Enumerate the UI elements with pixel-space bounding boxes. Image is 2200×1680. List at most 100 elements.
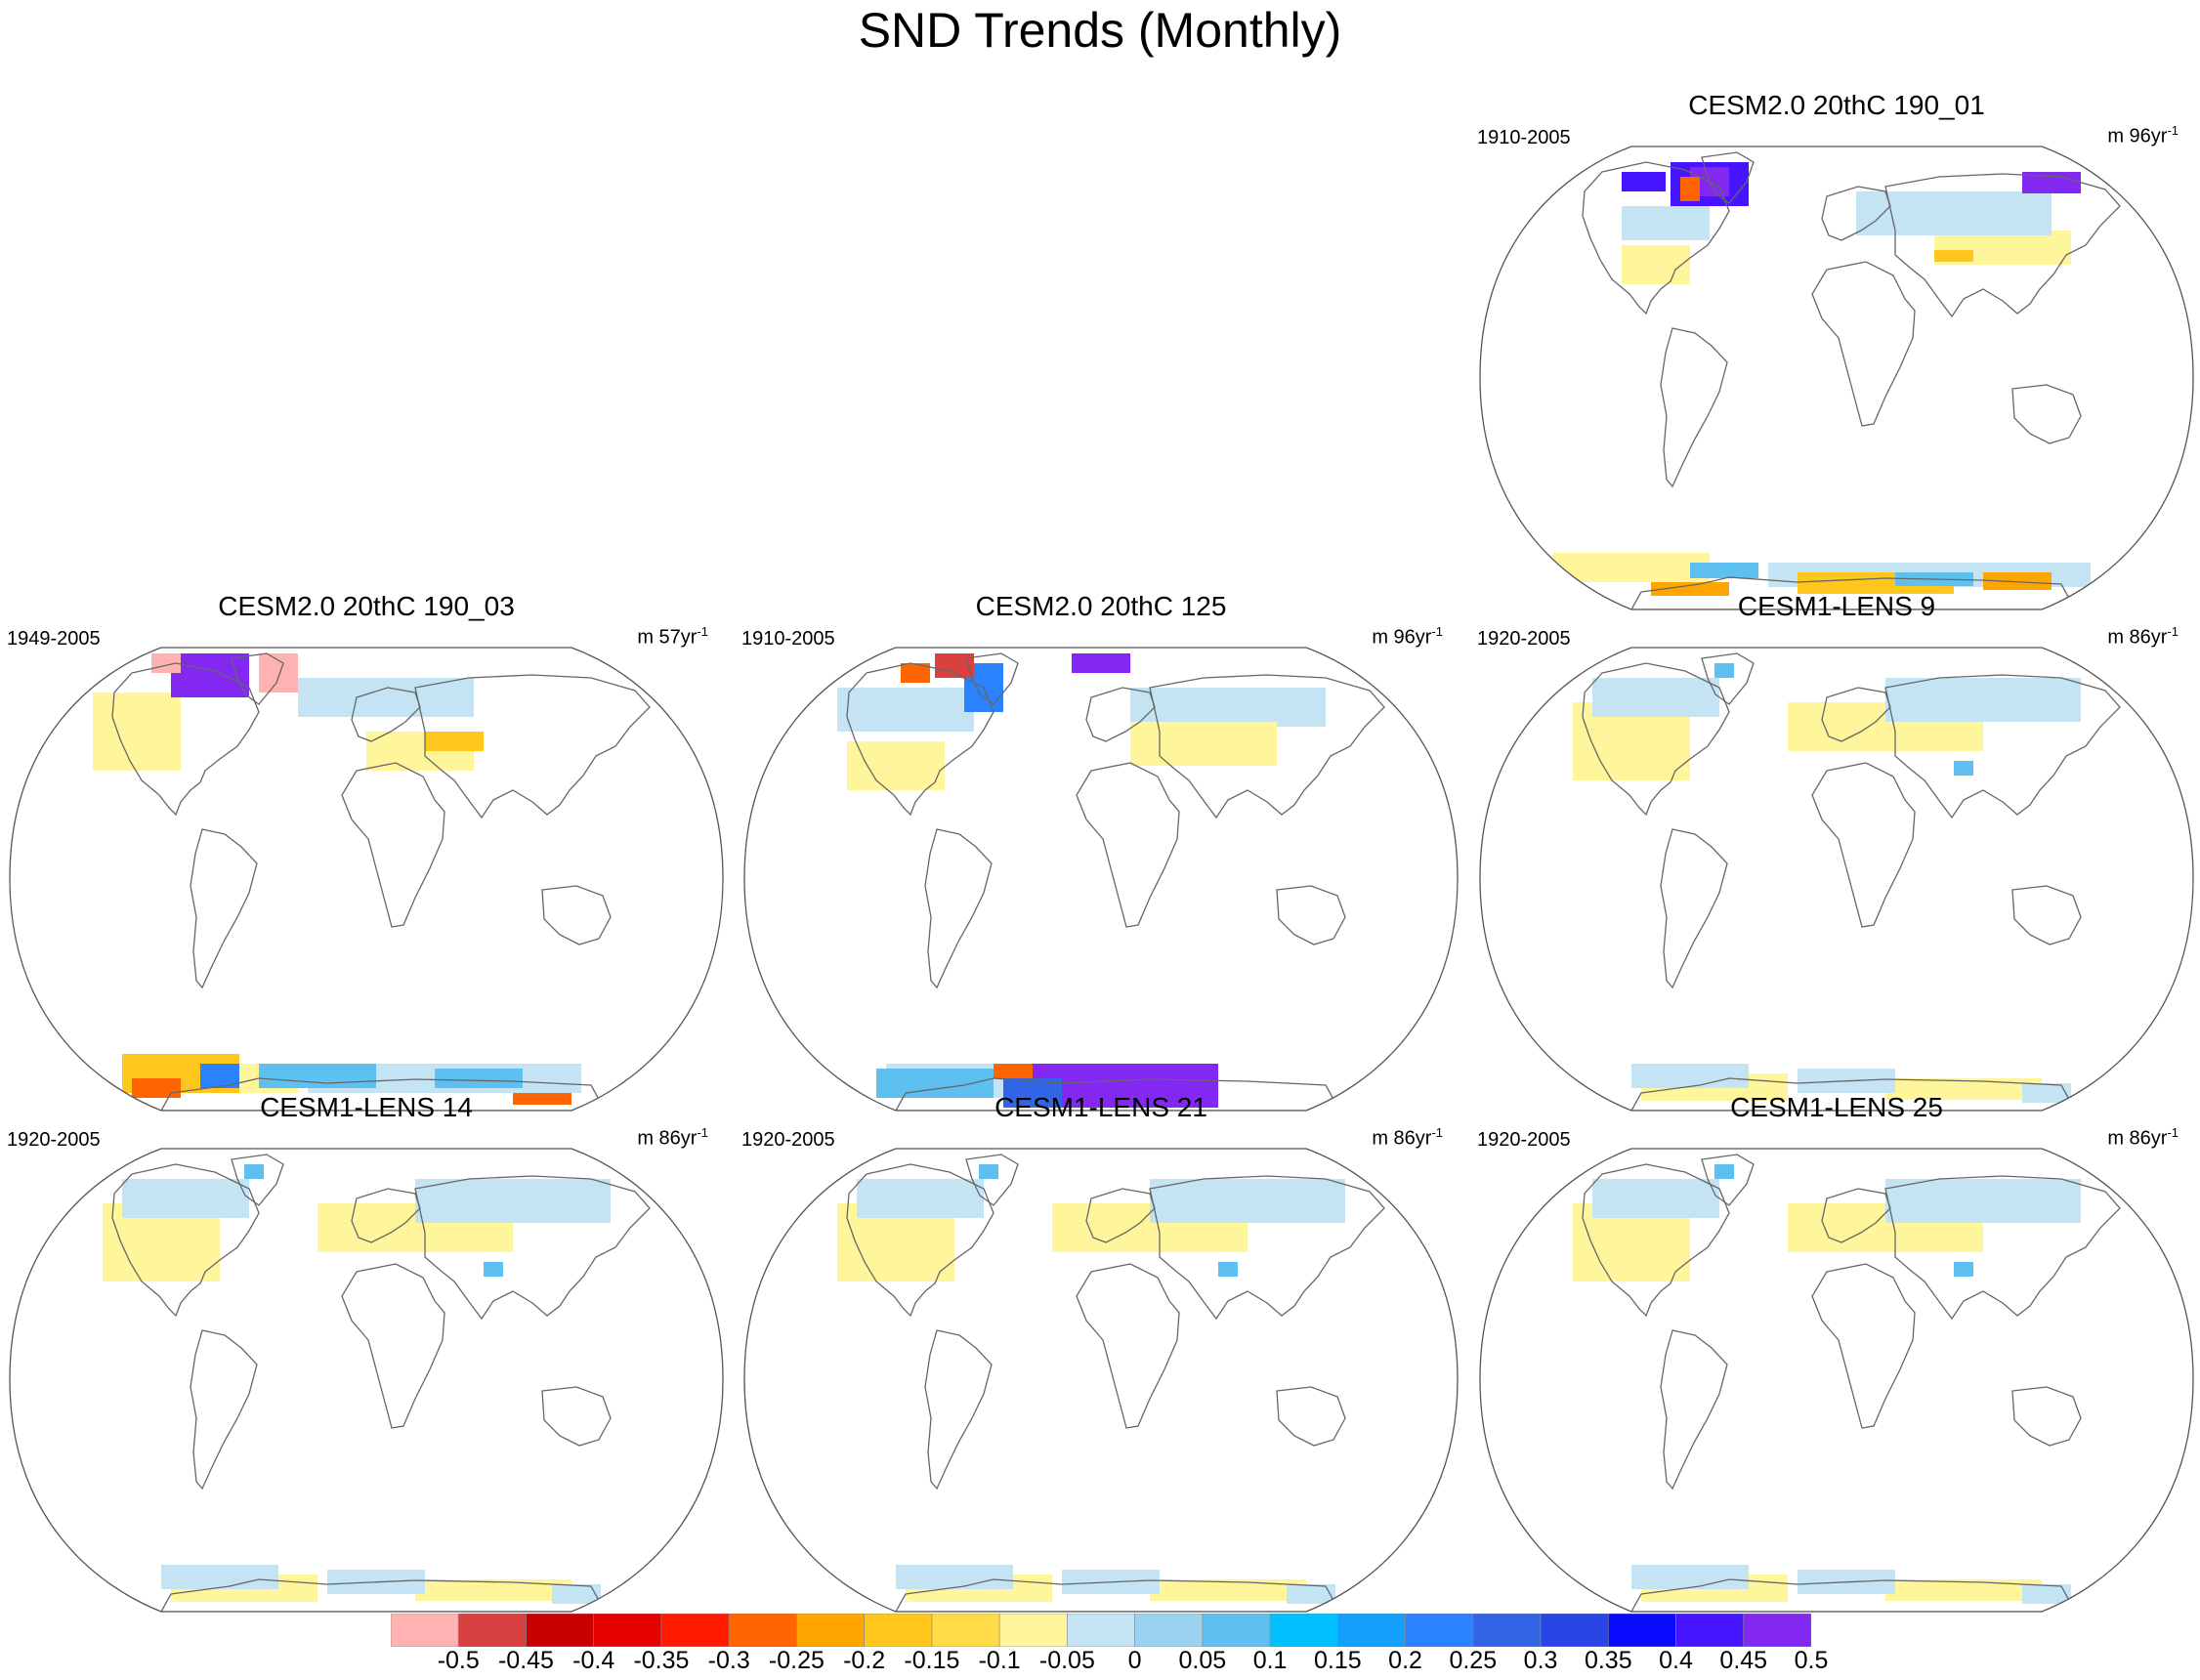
world-map [1479, 1148, 2194, 1613]
coastline [1660, 327, 1728, 488]
world-map [743, 1148, 1459, 1613]
trend-patch [857, 1179, 984, 1218]
panel-title: CESM1-LENS 21 [994, 1092, 1207, 1122]
colorbar-swatch [1337, 1614, 1406, 1647]
coastline [1701, 151, 1755, 204]
trend-patch [1631, 1565, 1749, 1589]
map-panel-4: CESM1-LENS 9 1920-2005 m 86yr-1 [1475, 591, 2198, 1112]
world-map [9, 647, 724, 1112]
colorbar-tick-label: 0.25 [1449, 1647, 1498, 1674]
trend-patch [435, 1069, 523, 1088]
trend-patch [1631, 1064, 1749, 1088]
trend-patch [1592, 1179, 1719, 1218]
trend-patch [1287, 1584, 1335, 1604]
coastline [1701, 652, 1755, 705]
map-border [9, 647, 724, 1112]
coastline [190, 1329, 258, 1491]
coastline [414, 674, 651, 819]
trend-patch [415, 1579, 571, 1601]
coastline [1884, 1175, 2121, 1321]
panel-units: m 86yr-1 [2107, 624, 2179, 649]
coastline [1821, 687, 1891, 742]
colorbar-tick-label: 0.45 [1719, 1647, 1768, 1674]
panel-period: 1910-2005 [741, 628, 835, 650]
colorbar-swatch [1134, 1614, 1204, 1647]
coastline [111, 1163, 260, 1318]
map-border [1479, 647, 2194, 1112]
map-border [743, 1148, 1459, 1613]
figure-title: SND Trends (Monthly) [858, 3, 1342, 58]
trend-patch [552, 1584, 601, 1604]
trend-patch [1885, 1179, 2081, 1223]
trend-patch [1690, 563, 1758, 578]
world-map [1479, 647, 2194, 1112]
coastline [231, 1154, 284, 1206]
coastline [1076, 1263, 1180, 1429]
trend-patch [415, 1179, 611, 1223]
trend-patch [1622, 245, 1690, 284]
panel-units: m 86yr-1 [1372, 1125, 1443, 1150]
trend-patch [2022, 172, 2081, 193]
colorbar-tick-label: 0.2 [1388, 1647, 1422, 1674]
trend-patch [1072, 653, 1130, 673]
coastline [190, 828, 258, 989]
trend-patch [1714, 663, 1734, 678]
coastline [351, 687, 421, 742]
trend-patch [1651, 582, 1729, 596]
panel-period: 1910-2005 [1477, 127, 1571, 148]
coastline [1149, 674, 1385, 819]
trend-patch [161, 1565, 278, 1589]
colorbar-tick-label: -0.15 [904, 1647, 960, 1674]
coastline [924, 1329, 993, 1491]
coastline [1076, 762, 1180, 928]
map-panel-2: CESM2.0 20thC 190_03 1949-2005 m 57yr-1 [5, 591, 728, 1112]
colorbar-tick-label: 0.4 [1659, 1647, 1693, 1674]
trend-patch [1856, 191, 2052, 235]
colorbar-swatch [998, 1614, 1068, 1647]
colorbar-tick-label: 0.05 [1178, 1647, 1227, 1674]
trend-patch [151, 653, 181, 673]
panel-units: m 96yr-1 [2107, 123, 2179, 147]
trend-patch [1714, 1164, 1734, 1179]
coastline [2011, 885, 2082, 945]
colorbar-swatch [1540, 1614, 1609, 1647]
coastline [1884, 674, 2121, 819]
colorbar-tick-label: -0.5 [437, 1647, 480, 1674]
panel-units: m 96yr-1 [1372, 624, 1443, 649]
colorbar-swatch [1405, 1614, 1474, 1647]
coastline [231, 652, 284, 705]
trend-patch [122, 1179, 249, 1218]
coastline [846, 662, 994, 817]
trend-patch [2022, 1083, 2071, 1103]
coastline [1629, 576, 2072, 609]
colorbar-tick-label: -0.1 [978, 1647, 1021, 1674]
coastline [2011, 1386, 2082, 1447]
coastline [1276, 885, 1346, 945]
coastline [1629, 1077, 2072, 1111]
colorbar-swatch [1743, 1614, 1811, 1647]
coastline [159, 1578, 602, 1612]
trend-patch [259, 653, 298, 693]
colorbar-labels: -0.5 -0.45 -0.4 -0.35 -0.3 -0.25 -0.2 -0.15 -0.1… [0, 1647, 2200, 1676]
panel-period: 1920-2005 [1477, 628, 1571, 650]
panel-title: CESM2.0 20thC 125 [975, 591, 1227, 621]
colorbar-tick-label: -0.2 [843, 1647, 886, 1674]
trend-patch [1553, 553, 1710, 582]
trend-patch [425, 732, 484, 751]
panel-title: CESM1-LENS 25 [1730, 1092, 1943, 1122]
coastline [541, 1386, 612, 1447]
map-panel-7: CESM1-LENS 25 1920-2005 m 86yr-1 [1475, 1092, 2198, 1613]
colorbar-tick-label: 0.35 [1584, 1647, 1632, 1674]
coastline [1582, 1163, 1730, 1318]
colorbar-swatch [931, 1614, 1000, 1647]
map-border [743, 647, 1459, 1112]
map-border [9, 1148, 724, 1613]
colorbar-tick-label: 0 [1127, 1647, 1142, 1674]
colorbar-tick-label: 0.1 [1252, 1647, 1288, 1674]
trend-patch [1592, 678, 1719, 717]
colorbar-swatch [1472, 1614, 1542, 1647]
coastline [341, 1263, 445, 1429]
coastline [414, 1175, 651, 1321]
trend-patch [1130, 722, 1277, 766]
trend-patch [93, 693, 181, 771]
